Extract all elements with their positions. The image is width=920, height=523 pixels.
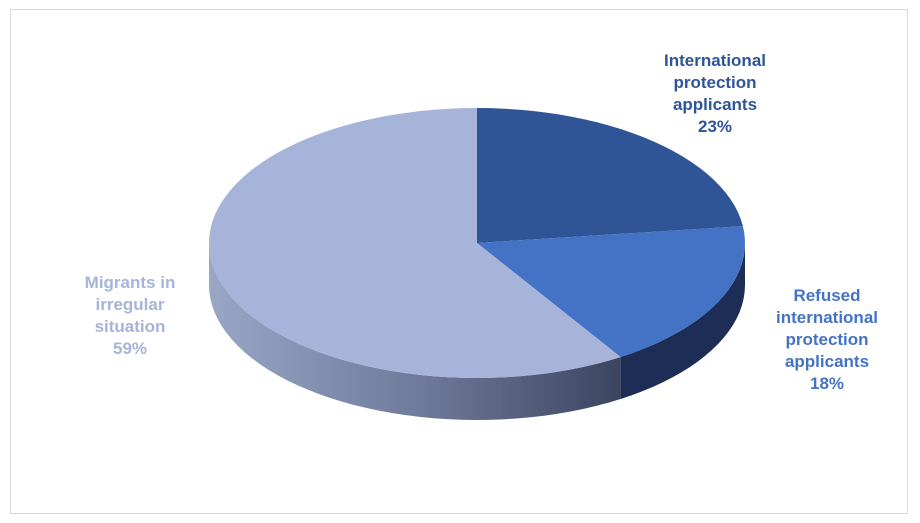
slice-label-international-protection-applicants: International protection applicants 23% xyxy=(663,51,766,136)
slice-side-2 xyxy=(209,243,621,420)
pie-slice-1 xyxy=(477,226,745,357)
pie-slice-0 xyxy=(477,108,743,243)
slice-label-migrants-in-irregular-situation: Migrants in irregular situation 59% xyxy=(84,273,176,358)
pie-slice-2 xyxy=(209,108,621,378)
slice-side-1 xyxy=(620,243,745,399)
slice-label-refused-international-protection-applicants: Refused international protection applica… xyxy=(775,286,878,393)
